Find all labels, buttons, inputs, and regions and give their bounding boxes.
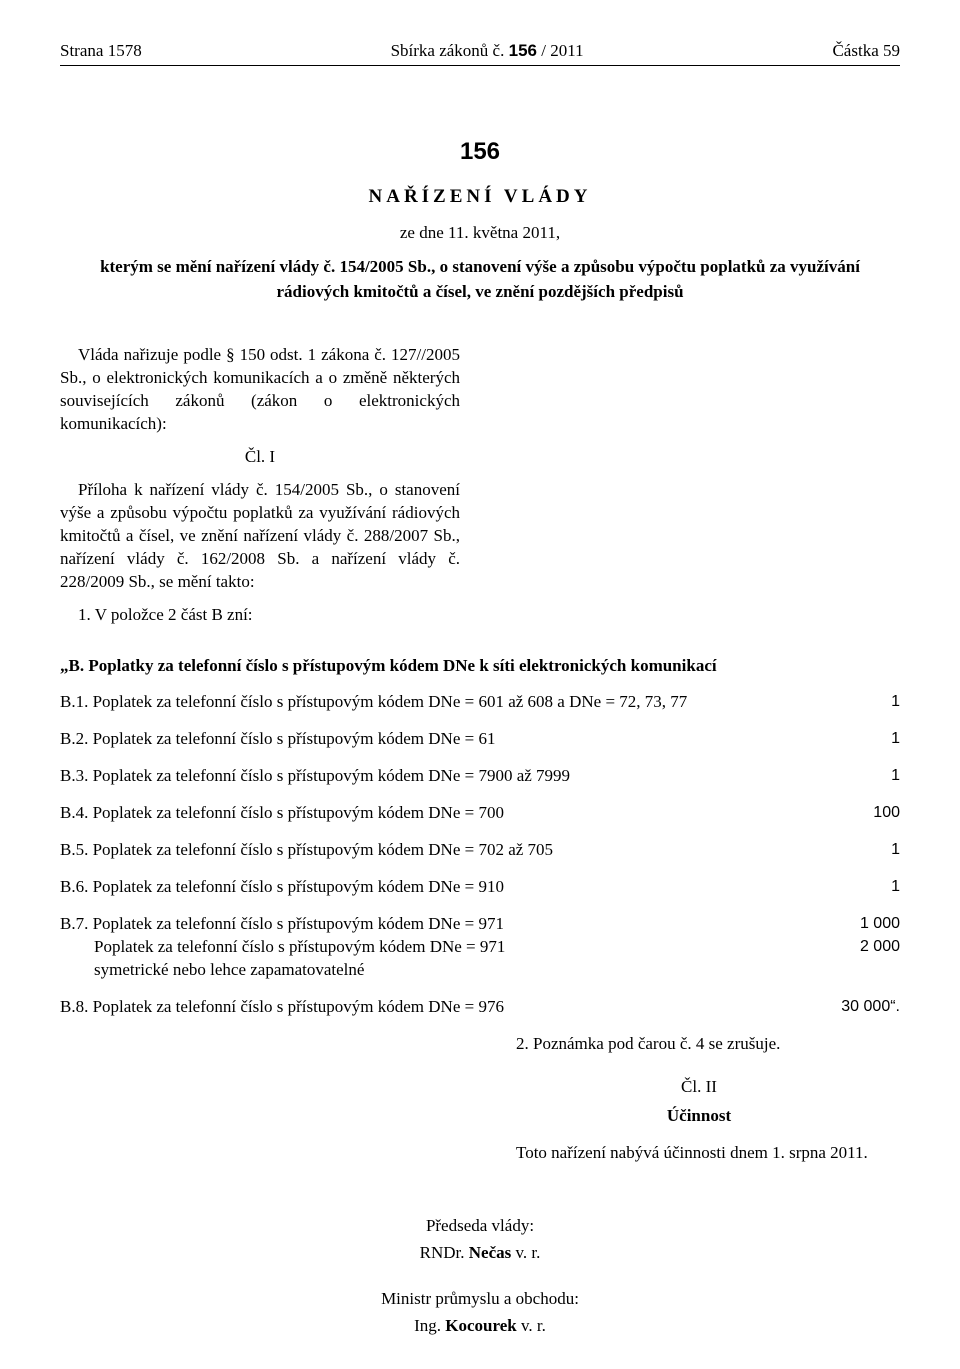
sig-prefix: Ing. — [414, 1316, 445, 1335]
document-number: 156 — [60, 136, 900, 168]
sig-bold: Kocourek — [445, 1316, 516, 1335]
article-1-point1: 1. V položce 2 část B zní: — [60, 604, 460, 627]
sig-prefix: RNDr. — [420, 1243, 469, 1262]
article-2-subheading: Účinnost — [60, 1105, 900, 1128]
header-center-suffix: / 2011 — [537, 41, 584, 60]
fee-item-b1: B.1. Poplatek za telefonní číslo s příst… — [60, 691, 900, 714]
fee-label: Poplatek za telefonní číslo s přístupový… — [94, 936, 860, 959]
header-left-prefix: Strana — [60, 41, 108, 60]
section-b-header: „B. Poplatky za telefonní číslo s přístu… — [60, 655, 900, 678]
fee-value: 100 — [873, 802, 900, 824]
article-1-body: Příloha k nařízení vlády č. 154/2005 Sb.… — [60, 479, 460, 594]
preamble-text: Vláda nařizuje podle § 150 odst. 1 zákon… — [60, 344, 460, 436]
sig-title-2: Ministr průmyslu a obchodu: — [60, 1288, 900, 1311]
signature-block: Předseda vlády: RNDr. Nečas v. r. Minist… — [60, 1215, 900, 1339]
fee-label: B.2. Poplatek za telefonní číslo s příst… — [60, 728, 891, 751]
header-right-prefix: Částka — [832, 41, 883, 60]
header-center-prefix: Sbírka zákonů č. — [391, 41, 509, 60]
fee-item-b3: B.3. Poplatek za telefonní číslo s příst… — [60, 765, 900, 788]
fee-label: B.8. Poplatek za telefonní číslo s příst… — [60, 996, 841, 1019]
fee-label: B.4. Poplatek za telefonní číslo s příst… — [60, 802, 873, 825]
footnote-cancel: 2. Poznámka pod čarou č. 4 se zrušuje. — [60, 1033, 900, 1056]
fee-label: B.3. Poplatek za telefonní číslo s příst… — [60, 765, 891, 788]
fee-value: 30 000“. — [841, 996, 900, 1018]
fee-label: B.7. Poplatek za telefonní číslo s příst… — [60, 913, 860, 936]
header-left: Strana 1578 — [60, 40, 142, 63]
fee-item-b5: B.5. Poplatek za telefonní číslo s příst… — [60, 839, 900, 862]
two-column-block: Vláda nařizuje podle § 150 odst. 1 zákon… — [60, 344, 900, 636]
sig-suffix: v. r. — [511, 1243, 540, 1262]
fee-label: B.5. Poplatek za telefonní číslo s příst… — [60, 839, 891, 862]
fee-item-b4: B.4. Poplatek za telefonní číslo s příst… — [60, 802, 900, 825]
fee-value: 1 000 — [860, 913, 900, 935]
fee-value: 1 — [891, 728, 900, 750]
sig-suffix: v. r. — [517, 1316, 546, 1335]
sig-name-2: Ing. Kocourek v. r. — [60, 1315, 900, 1338]
header-right: Částka 59 — [832, 40, 900, 63]
header-page-num: 1578 — [108, 41, 142, 60]
fee-value: 1 — [891, 876, 900, 898]
fee-value: 2 000 — [860, 936, 900, 958]
fee-label: B.1. Poplatek za telefonní číslo s příst… — [60, 691, 891, 714]
fee-item-b6: B.6. Poplatek za telefonní číslo s příst… — [60, 876, 900, 899]
fee-item-b7: B.7. Poplatek za telefonní číslo s příst… — [60, 913, 900, 982]
article-2-body: Toto nařízení nabývá účinnosti dnem 1. s… — [60, 1142, 900, 1165]
fee-label-note: symetrické nebo lehce zapamatovatelné — [94, 959, 900, 982]
fee-item-b8: B.8. Poplatek za telefonní číslo s příst… — [60, 996, 900, 1019]
article-2-heading: Čl. II — [60, 1076, 900, 1099]
sig-title-1: Předseda vlády: — [60, 1215, 900, 1238]
right-column — [500, 344, 900, 636]
document-title: kterým se mění nařízení vlády č. 154/200… — [60, 255, 900, 304]
page-header: Strana 1578 Sbírka zákonů č. 156 / 2011 … — [60, 40, 900, 66]
sig-name-1: RNDr. Nečas v. r. — [60, 1242, 900, 1265]
fee-label: B.6. Poplatek za telefonní číslo s příst… — [60, 876, 891, 899]
fee-value: 1 — [891, 765, 900, 787]
header-center: Sbírka zákonů č. 156 / 2011 — [391, 40, 584, 63]
document-date: ze dne 11. května 2011, — [60, 222, 900, 245]
fee-item-b2: B.2. Poplatek za telefonní číslo s příst… — [60, 728, 900, 751]
document-type: NAŘÍZENÍ VLÁDY — [60, 184, 900, 210]
sig-bold: Nečas — [469, 1243, 511, 1262]
fee-value: 1 — [891, 839, 900, 861]
left-column: Vláda nařizuje podle § 150 odst. 1 zákon… — [60, 344, 460, 636]
fee-value: 1 — [891, 691, 900, 713]
header-part-num: 59 — [883, 41, 900, 60]
article-1-heading: Čl. I — [60, 446, 460, 469]
header-law-num: 156 — [509, 41, 537, 60]
